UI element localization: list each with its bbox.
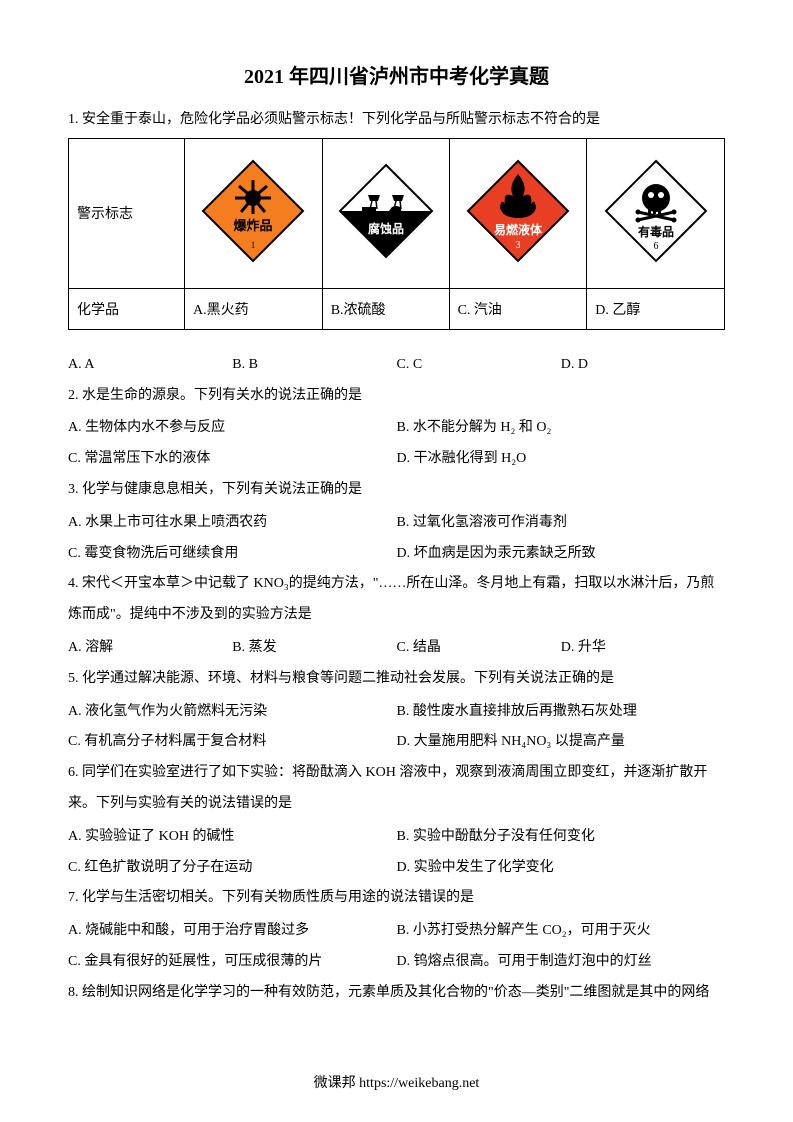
q5-a: A. 液化氢气作为火箭燃料无污染	[68, 697, 397, 728]
sign-cell-3: 有毒品 6	[587, 138, 725, 288]
chem-d: D. 乙醇	[587, 288, 725, 329]
svg-text:1: 1	[251, 240, 256, 250]
chem-c: C. 汽油	[449, 288, 587, 329]
svg-text:3: 3	[515, 240, 520, 251]
sign-explosive: 爆炸品 1	[198, 156, 308, 271]
sign-corrosive: 腐蚀品	[336, 161, 436, 266]
q7-a: A. 烧碱能中和酸，可用于治疗胃酸过多	[68, 916, 397, 947]
sign-cell-1: 腐蚀品	[322, 138, 449, 288]
q6-c: C. 红色扩散说明了分子在运动	[68, 853, 397, 884]
q4-stem: 4. 宋代＜开宝本草＞中记载了 KNO₃的提纯方法，"……所在山泽。冬月地上有霜…	[68, 569, 725, 631]
q6-d: D. 实验中发生了化学变化	[397, 853, 726, 884]
page-title: 2021 年四川省泸州市中考化学真题	[68, 60, 725, 89]
q5-c: C. 有机高分子材料属于复合材料	[68, 727, 397, 758]
q1-opt-c: C. C	[397, 350, 561, 381]
q5-d: D. 大量施用肥料 NH₄NO₃ 以提高产量	[397, 727, 726, 758]
q1-opt-b: B. B	[232, 350, 396, 381]
q3-c: C. 霉变食物洗后可继续食用	[68, 539, 397, 570]
q7-stem: 7. 化学与生活密切相关。下列有关物质性质与用途的说法错误的是	[68, 883, 725, 914]
svg-text:爆炸品: 爆炸品	[234, 218, 273, 233]
q4-opt-c: C. 结晶	[397, 633, 561, 664]
chem-a: A.黑火药	[185, 288, 323, 329]
hazard-table: 警示标志 爆炸品	[68, 138, 725, 330]
q1-stem: 1. 安全重于泰山，危险化学品必须贴警示标志！下列化学品与所贴警示标志不符合的是	[68, 105, 725, 136]
q5-stem: 5. 化学通过解决能源、环境、材料与粮食等问题二推动社会发展。下列有关说法正确的…	[68, 664, 725, 695]
svg-text:易燃液体: 易燃液体	[494, 222, 543, 237]
q2-d: D. 干冰融化得到 H₂O	[397, 444, 726, 475]
q6-b: B. 实验中酚酞分子没有任何变化	[397, 822, 726, 853]
q4-opt-a: A. 溶解	[68, 633, 232, 664]
svg-text:有毒品: 有毒品	[638, 224, 674, 239]
sign-flammable: 易燃液体 3	[463, 156, 573, 271]
svg-text:腐蚀品: 腐蚀品	[368, 221, 404, 236]
q5-b: B. 酸性废水直接排放后再撒熟石灰处理	[397, 697, 726, 728]
q4-opt-d: D. 升华	[561, 633, 725, 664]
footer-text: 微课邦 https://weikebang.net	[0, 1072, 793, 1092]
q4-opt-b: B. 蒸发	[232, 633, 396, 664]
q7-c: C. 金具有很好的延展性，可压成很薄的片	[68, 947, 397, 978]
q7-d: D. 钨熔点很高。可用于制造灯泡中的灯丝	[397, 947, 726, 978]
q8-stem: 8. 绘制知识网络是化学学习的一种有效防范，元素单质及其化合物的"价态—类别"二…	[68, 978, 725, 1009]
q3-d: D. 坏血病是因为汞元素缺乏所致	[397, 539, 726, 570]
q2-c: C. 常温常压下水的液体	[68, 444, 397, 475]
row2-label: 化学品	[69, 288, 185, 329]
q1-opt-a: A. A	[68, 350, 232, 381]
q6-stem: 6. 同学们在实验室进行了如下实验：将酚酞滴入 KOH 溶液中，观察到液滴周围立…	[68, 758, 725, 820]
q2-b: B. 水不能分解为 H₂ 和 O₂	[397, 413, 726, 444]
q3-stem: 3. 化学与健康息息相关，下列有关说法正确的是	[68, 475, 725, 506]
q1-options: A. A B. B C. C D. D	[68, 350, 725, 381]
sign-toxic: 有毒品 6	[601, 156, 711, 271]
row1-label: 警示标志	[69, 138, 185, 288]
svg-text:6: 6	[653, 241, 658, 252]
q2-a: A. 生物体内水不参与反应	[68, 413, 397, 444]
sign-cell-0: 爆炸品 1	[185, 138, 323, 288]
q6-a: A. 实验验证了 KOH 的碱性	[68, 822, 397, 853]
q1-opt-d: D. D	[561, 350, 725, 381]
chem-b: B.浓硫酸	[322, 288, 449, 329]
q7-b: B. 小苏打受热分解产生 CO₂，可用于灭火	[397, 916, 726, 947]
q3-b: B. 过氧化氢溶液可作消毒剂	[397, 508, 726, 539]
q3-a: A. 水果上市可往水果上喷洒农药	[68, 508, 397, 539]
sign-cell-2: 易燃液体 3	[449, 138, 587, 288]
q2-stem: 2. 水是生命的源泉。下列有关水的说法正确的是	[68, 381, 725, 412]
q4-options: A. 溶解 B. 蒸发 C. 结晶 D. 升华	[68, 633, 725, 664]
